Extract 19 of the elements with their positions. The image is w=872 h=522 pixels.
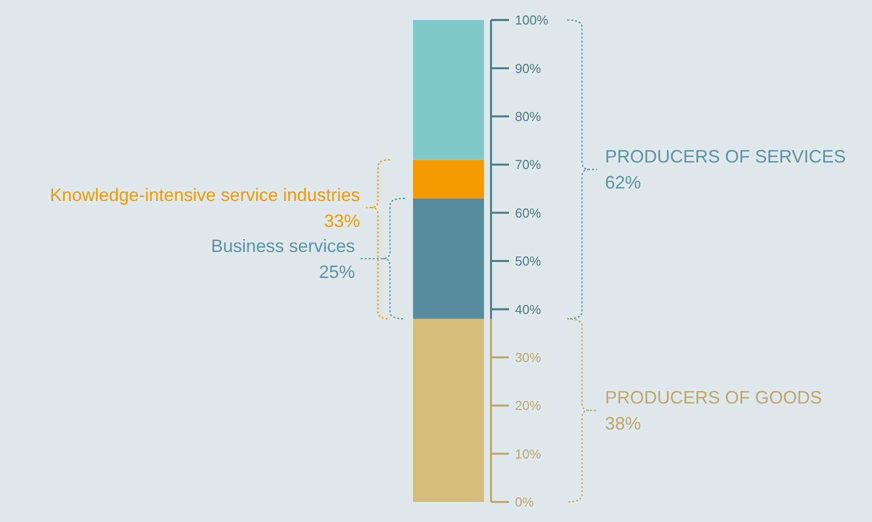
y-tick-label: 60% bbox=[515, 205, 542, 220]
y-tick-label: 0% bbox=[515, 494, 534, 510]
bar bbox=[413, 20, 484, 160]
y-tick-label: 80% bbox=[515, 108, 542, 124]
text: PRODUCERS OF SERVICES 62% bbox=[605, 146, 846, 193]
text: PRODUCERS OF GOODS 38% bbox=[605, 388, 822, 434]
bar bbox=[413, 318, 484, 502]
y-tick-label: 100% bbox=[515, 12, 549, 28]
y-tick-label: 20% bbox=[515, 398, 542, 414]
y-tick-label: 90% bbox=[515, 60, 542, 76]
y-tick-label: 40% bbox=[515, 302, 542, 317]
y-tick-label: 70% bbox=[515, 157, 542, 172]
bar bbox=[413, 198, 484, 319]
bar bbox=[413, 160, 484, 198]
y-tick-label: 30% bbox=[515, 350, 542, 365]
text: Knowledge-intensive service industries 33% bbox=[50, 184, 360, 231]
y-tick-label: 50% bbox=[515, 254, 542, 269]
text: Business services 25% bbox=[210, 236, 355, 282]
y-tick-label: 10% bbox=[515, 446, 542, 462]
